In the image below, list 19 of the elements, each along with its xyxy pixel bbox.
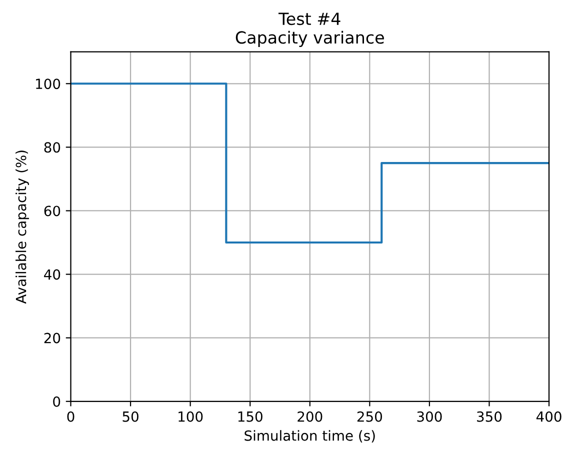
x-tick-label: 200 (298, 411, 322, 422)
y-tick-label: 80 (44, 142, 60, 153)
y-tick-label: 0 (53, 396, 60, 407)
x-tick-label: 400 (536, 411, 562, 422)
x-tick-label: 300 (417, 411, 442, 422)
y-tick-label: 20 (44, 332, 60, 344)
chart-title: Test #4 (278, 12, 340, 26)
x-tick-label: 150 (238, 411, 262, 422)
x-tick-label: 350 (477, 411, 502, 422)
x-tick-label: 100 (178, 411, 203, 422)
x-tick-label: 50 (122, 411, 138, 422)
chart-subtitle: Capacity variance (236, 30, 384, 47)
y-tick-label: 100 (36, 78, 60, 90)
x-axis-title: Simulation time (s) (244, 430, 375, 442)
x-tick-label: 250 (357, 411, 382, 422)
y-tick-label: 40 (44, 269, 60, 280)
y-tick-label: 60 (44, 206, 60, 216)
y-axis-title: Available capacity (%) (16, 150, 29, 304)
x-tick-label: 0 (67, 411, 74, 422)
